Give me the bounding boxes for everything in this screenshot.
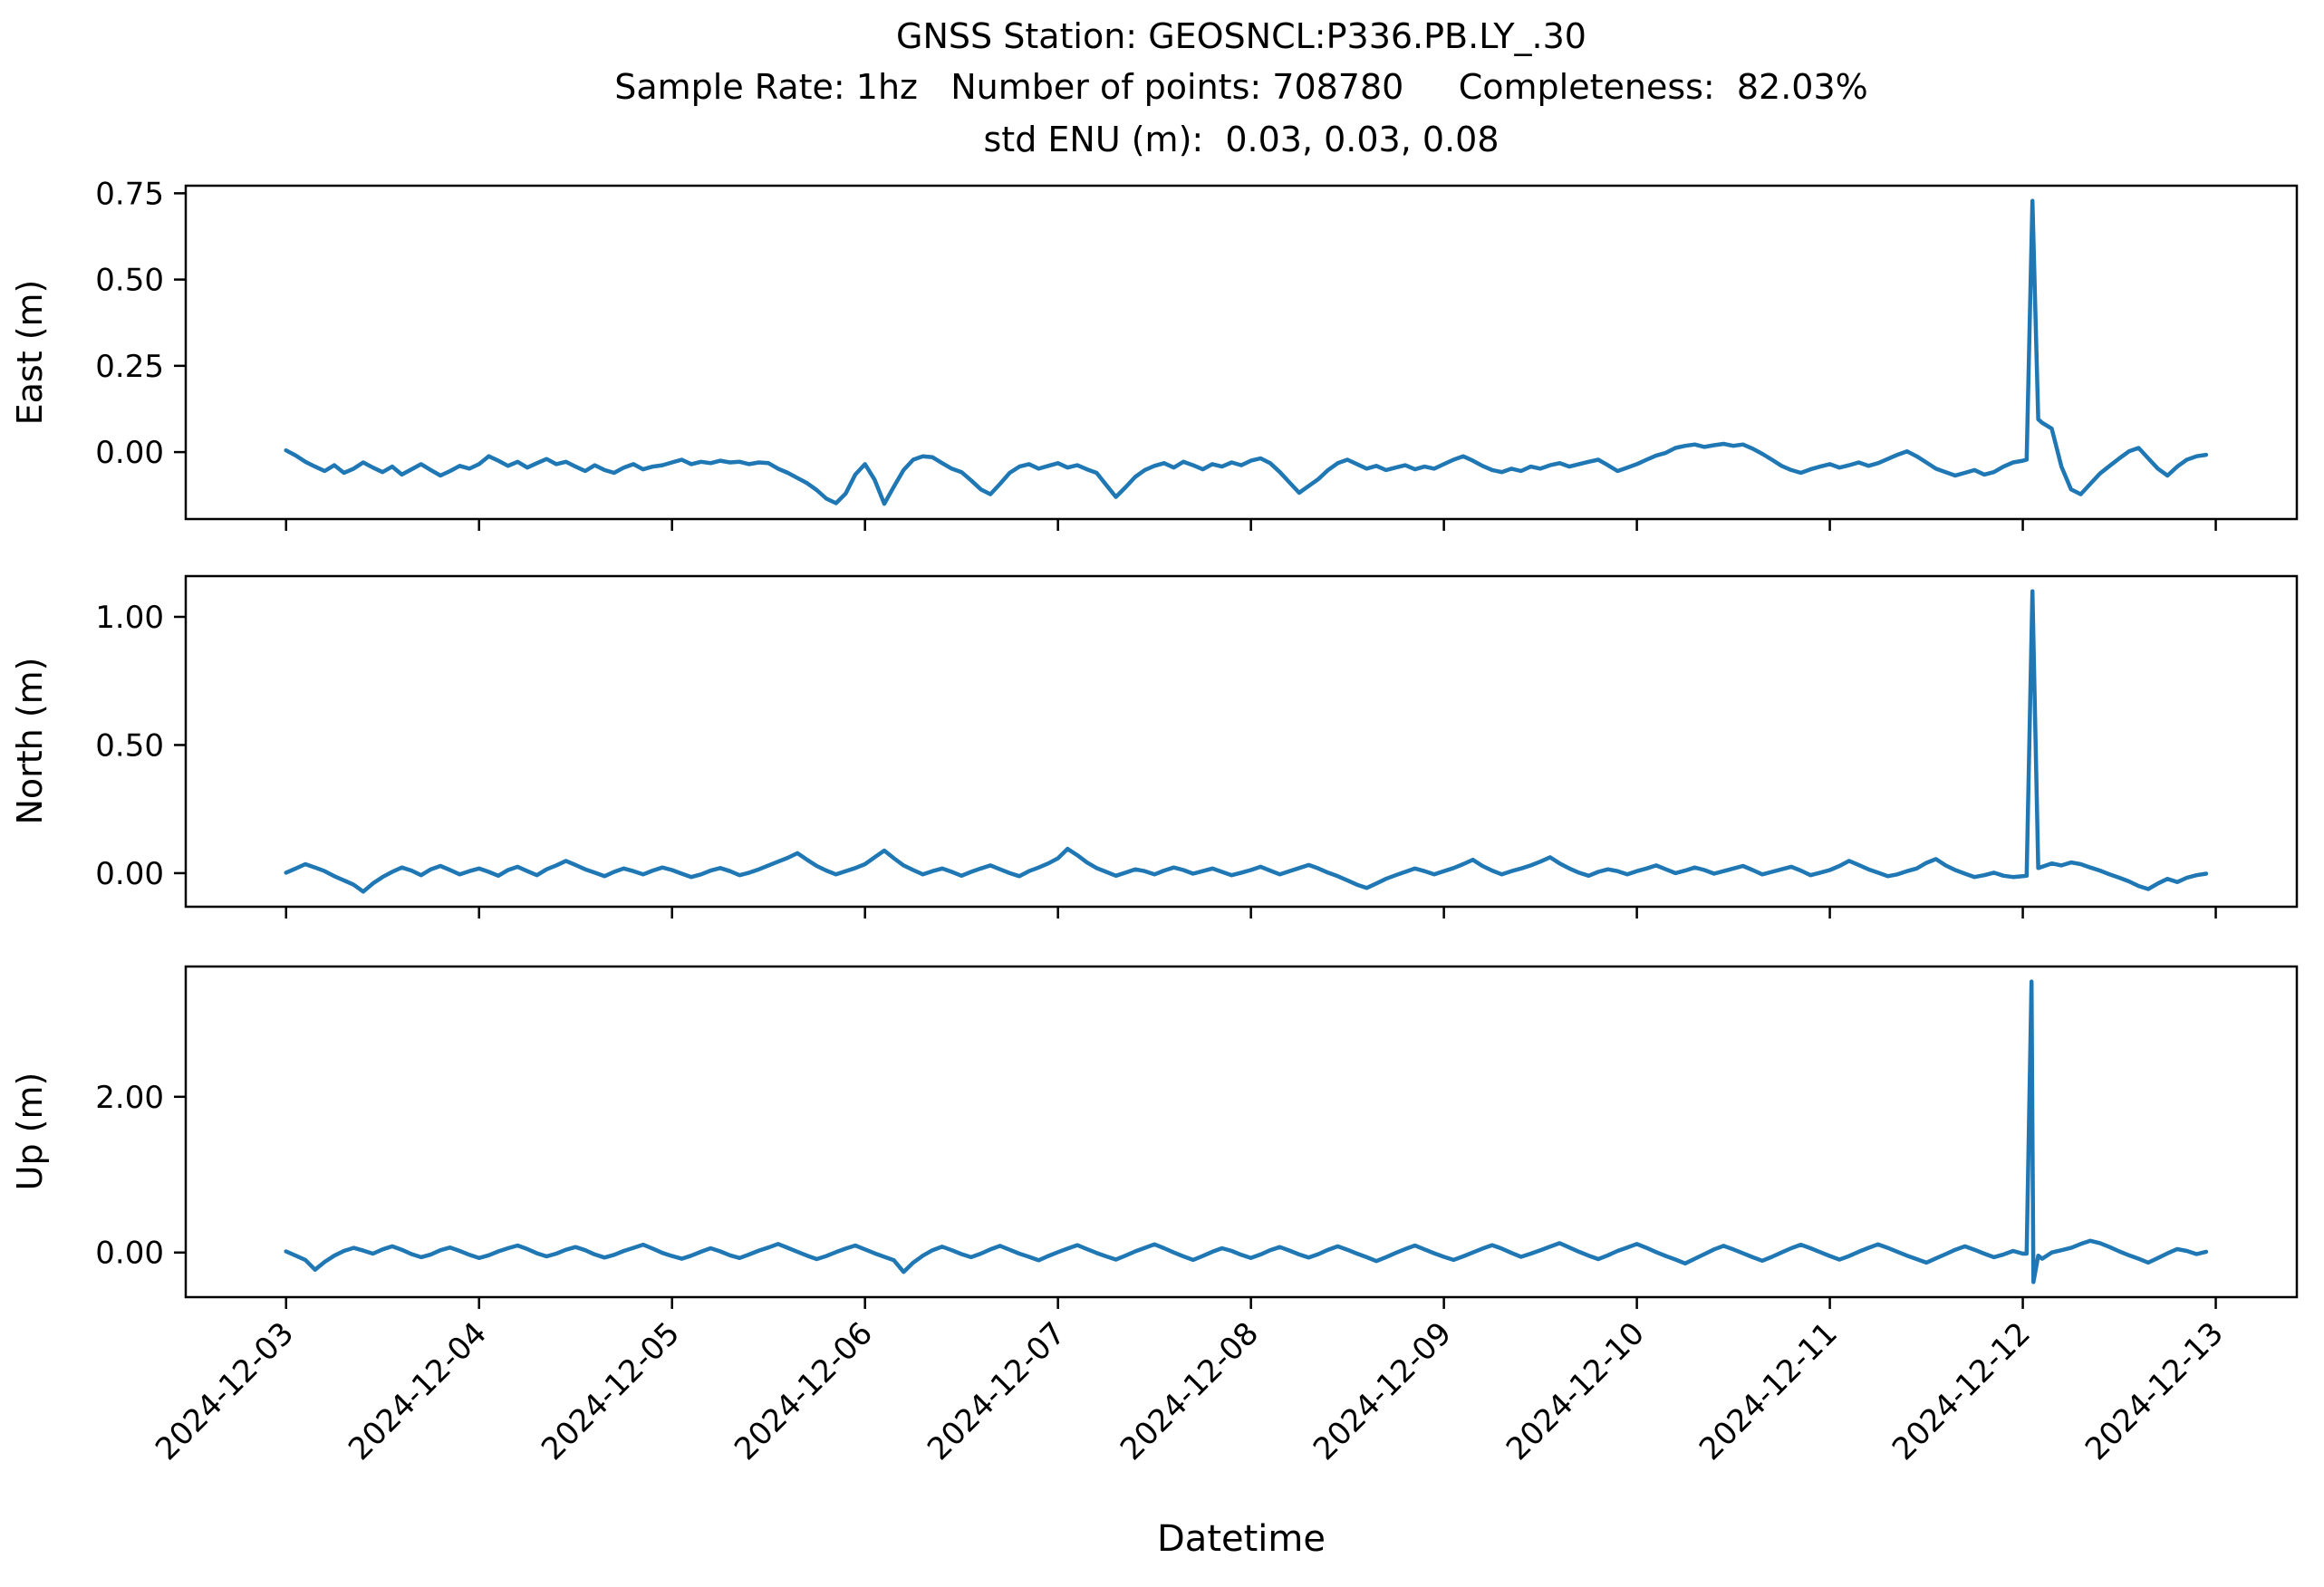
y-tick-label-east: 0.25 [95,349,164,385]
y-tick-label-north: 0.50 [95,727,164,764]
y-tick-label-east: 0.50 [95,263,164,299]
subplot-frame-east [184,184,2299,521]
subplot-frame-up [184,965,2299,1299]
figure-title-std: std ENU (m): 0.03, 0.03, 0.08 [983,120,1500,159]
y-tick-label-north: 0.00 [95,856,164,892]
x-axis-label: Datetime [1157,1518,1326,1560]
y-tick-label-up: 2.00 [95,1080,164,1116]
y-axis-label-east: East (m) [10,280,50,426]
y-tick-label-east: 0.00 [95,435,164,471]
plot-line-east [284,198,2209,506]
y-tick-label-east: 0.75 [95,176,164,212]
figure-title-station: GNSS Station: GEOSNCL:P336.PB.LY_.30 [896,16,1586,56]
x-tick-label-date: 2024-12-05 [535,1315,687,1467]
y-tick-label-up: 0.00 [95,1236,164,1272]
x-tick-label-date: 2024-12-12 [1885,1315,2038,1467]
figure-title-stats: Sample Rate: 1hz Number of points: 70878… [614,67,1868,107]
x-tick-label-date: 2024-12-10 [1500,1315,1652,1467]
plot-line-north [284,589,2209,894]
x-tick-label-date: 2024-12-06 [728,1315,880,1467]
x-tick-label-date: 2024-12-03 [149,1315,301,1467]
x-tick-label-date: 2024-12-11 [1692,1315,1845,1467]
x-tick-label-date: 2024-12-07 [921,1315,1073,1467]
y-tick-label-north: 1.00 [95,600,164,636]
x-tick-label-date: 2024-12-04 [342,1315,494,1467]
subplot-frame-north [184,574,2299,909]
x-tick-label-date: 2024-12-13 [2078,1315,2231,1467]
x-tick-label-date: 2024-12-09 [1307,1315,1459,1467]
y-axis-label-up: Up (m) [10,1072,50,1191]
plot-line-up [284,979,2209,1284]
y-axis-label-north: North (m) [10,657,50,824]
x-tick-label-date: 2024-12-08 [1114,1315,1266,1467]
